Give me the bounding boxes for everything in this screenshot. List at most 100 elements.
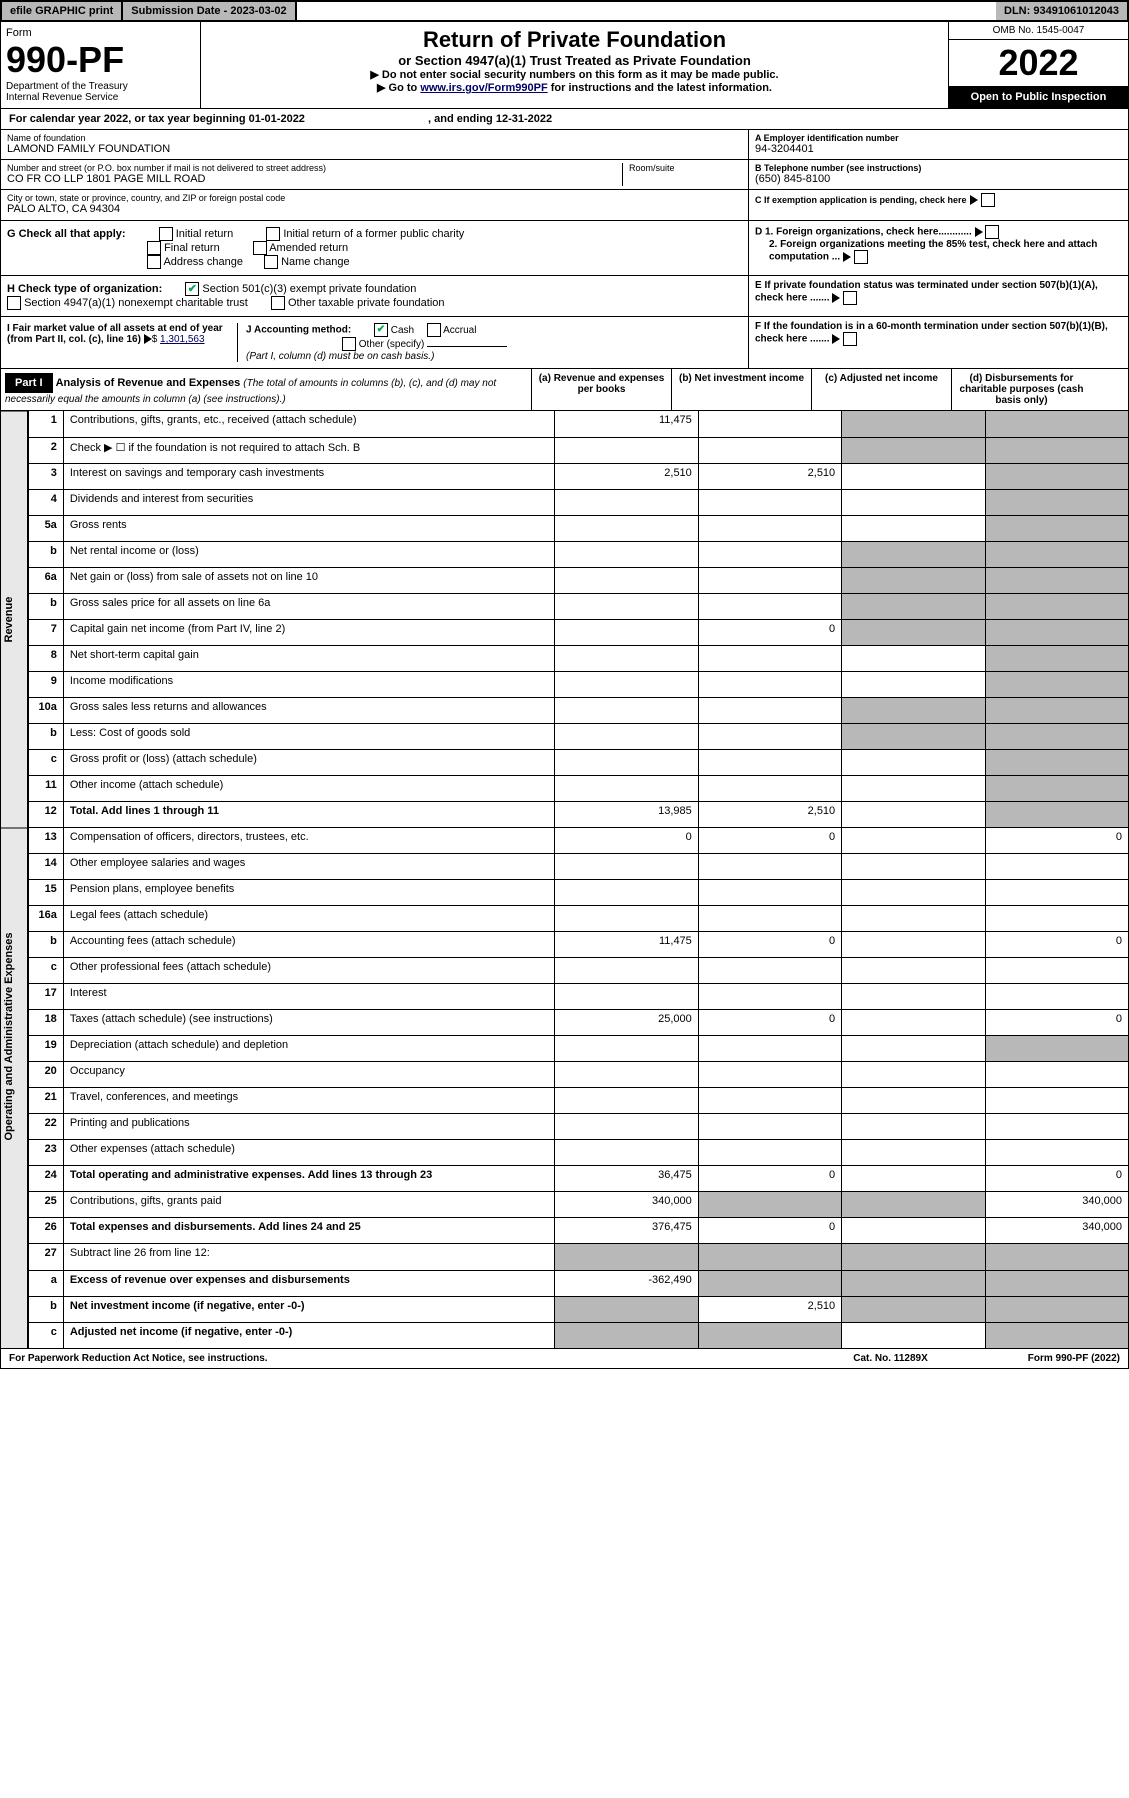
table-row: 3Interest on savings and temporary cash … [29, 463, 1129, 489]
table-row: 1Contributions, gifts, grants, etc., rec… [29, 411, 1129, 437]
arrow-icon [832, 334, 840, 344]
ein-cell: A Employer identification number 94-3204… [749, 130, 1128, 160]
checkbox-name-change[interactable] [264, 255, 278, 269]
checkbox-initial-return[interactable] [159, 227, 173, 241]
col-c-header: (c) Adjusted net income [811, 369, 951, 410]
col-a [555, 1140, 698, 1166]
col-a [555, 619, 698, 645]
col-b [698, 645, 841, 671]
form-label: Form [6, 27, 195, 39]
col-c [842, 1218, 985, 1244]
col-a: 2,510 [555, 463, 698, 489]
checkbox-4947a1[interactable] [7, 296, 21, 310]
line-desc: Legal fees (attach schedule) [63, 906, 555, 932]
checkbox-c[interactable] [981, 193, 995, 207]
line-desc: Less: Cost of goods sold [63, 723, 555, 749]
efile-print-button[interactable]: efile GRAPHIC print [2, 2, 123, 20]
line-num: 19 [29, 1036, 64, 1062]
col-a [555, 515, 698, 541]
checkbox-other-taxable[interactable] [271, 296, 285, 310]
col-a [555, 880, 698, 906]
col-b: 0 [698, 1218, 841, 1244]
checkbox-d1[interactable] [985, 225, 999, 239]
line-desc: Gross sales less returns and allowances [63, 697, 555, 723]
line-desc: Capital gain net income (from Part IV, l… [63, 619, 555, 645]
line-num: 21 [29, 1088, 64, 1114]
col-b [698, 515, 841, 541]
col-d [985, 1270, 1128, 1296]
table-row: 13Compensation of officers, directors, t… [29, 828, 1129, 854]
line-desc: Other expenses (attach schedule) [63, 1140, 555, 1166]
checkbox-501c3[interactable] [185, 282, 199, 296]
table-row: cGross profit or (loss) (attach schedule… [29, 749, 1129, 775]
col-c [842, 1322, 985, 1348]
foundation-name-cell: Name of foundation LAMOND FAMILY FOUNDAT… [1, 130, 748, 160]
col-b: 0 [698, 932, 841, 958]
line-desc: Gross rents [63, 515, 555, 541]
col-a [555, 906, 698, 932]
col-c [842, 1166, 985, 1192]
line-desc: Net short-term capital gain [63, 645, 555, 671]
col-b: 2,510 [698, 801, 841, 827]
line-num: 26 [29, 1218, 64, 1244]
col-d [985, 1036, 1128, 1062]
col-a: 25,000 [555, 1010, 698, 1036]
col-c [842, 854, 985, 880]
col-a [555, 958, 698, 984]
arrow-icon [144, 334, 152, 344]
checkbox-e[interactable] [843, 291, 857, 305]
col-c [842, 801, 985, 827]
arrow-icon [832, 293, 840, 303]
line-num: c [29, 1322, 64, 1348]
checkbox-accrual[interactable] [427, 323, 441, 337]
phone-cell: B Telephone number (see instructions) (6… [749, 160, 1128, 190]
open-public-badge: Open to Public Inspection [949, 86, 1128, 108]
checkbox-address-change[interactable] [147, 255, 161, 269]
checkbox-cash[interactable] [374, 323, 388, 337]
table-row: 21Travel, conferences, and meetings [29, 1088, 1129, 1114]
col-c [842, 515, 985, 541]
col-d [985, 801, 1128, 827]
table-row: 23Other expenses (attach schedule) [29, 1140, 1129, 1166]
col-b [698, 880, 841, 906]
arrow-icon [843, 252, 851, 262]
table-row: 6aNet gain or (loss) from sale of assets… [29, 567, 1129, 593]
table-row: 7Capital gain net income (from Part IV, … [29, 619, 1129, 645]
fmv-value[interactable]: 1,301,563 [160, 334, 205, 345]
line-num: 9 [29, 671, 64, 697]
col-d [985, 723, 1128, 749]
checkbox-d2[interactable] [854, 250, 868, 264]
checkbox-final-return[interactable] [147, 241, 161, 255]
col-d: 0 [985, 932, 1128, 958]
line-num: c [29, 958, 64, 984]
section-ij: I Fair market value of all assets at end… [0, 317, 1129, 369]
col-a [555, 437, 698, 463]
checkbox-f[interactable] [843, 332, 857, 346]
line-desc: Other professional fees (attach schedule… [63, 958, 555, 984]
section-h: H Check type of organization: Section 50… [0, 276, 1129, 317]
irs-link[interactable]: www.irs.gov/Form990PF [420, 82, 547, 94]
col-d [985, 1322, 1128, 1348]
col-b [698, 567, 841, 593]
checkbox-initial-public[interactable] [266, 227, 280, 241]
revenue-label: Revenue [0, 411, 28, 828]
line-num: 14 [29, 854, 64, 880]
line-num: b [29, 541, 64, 567]
line-num: 4 [29, 489, 64, 515]
checkbox-other-method[interactable] [342, 337, 356, 351]
table-row: cOther professional fees (attach schedul… [29, 958, 1129, 984]
line-desc: Compensation of officers, directors, tru… [63, 828, 555, 854]
checkbox-amended[interactable] [253, 241, 267, 255]
line-desc: Net investment income (if negative, ente… [63, 1296, 555, 1322]
col-d [985, 749, 1128, 775]
line-num: 6a [29, 567, 64, 593]
col-c [842, 489, 985, 515]
submission-date: Submission Date - 2023-03-02 [123, 2, 296, 20]
dept-treasury: Department of the Treasury Internal Reve… [6, 81, 195, 103]
footer-mid: Cat. No. 11289X [853, 1353, 927, 1364]
col-d-header: (d) Disbursements for charitable purpose… [951, 369, 1091, 410]
table-row: bNet rental income or (loss) [29, 541, 1129, 567]
col-c [842, 1088, 985, 1114]
col-b [698, 541, 841, 567]
col-d [985, 906, 1128, 932]
